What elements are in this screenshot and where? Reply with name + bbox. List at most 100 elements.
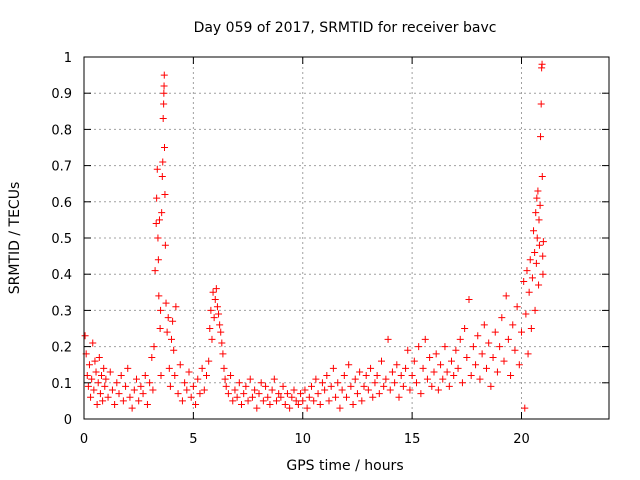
data-point [500, 357, 508, 365]
data-point [487, 382, 495, 390]
data-point [153, 194, 161, 202]
data-point [356, 368, 364, 376]
data-point [369, 393, 377, 401]
data-point [391, 379, 399, 387]
data-point [122, 382, 130, 390]
data-point [421, 335, 429, 343]
data-point [491, 328, 499, 336]
data-point [244, 397, 252, 405]
data-point [388, 368, 396, 376]
y-tick-label: 0.6 [51, 196, 72, 211]
data-point [483, 364, 490, 372]
data-point [520, 277, 528, 285]
data-point [292, 397, 300, 405]
data-point [353, 390, 361, 398]
data-point [210, 314, 218, 322]
data-point [511, 346, 519, 354]
data-point [360, 382, 368, 390]
data-point [217, 328, 225, 336]
data-point [93, 401, 101, 409]
data-point [532, 209, 540, 217]
data-point [474, 332, 482, 340]
data-point [419, 364, 427, 372]
data-point [452, 346, 460, 354]
data-point [338, 386, 346, 394]
data-point [115, 390, 123, 398]
points-layer [81, 60, 547, 412]
data-point [154, 234, 162, 242]
data-point [525, 288, 533, 296]
data-point [406, 386, 414, 394]
data-point [399, 382, 407, 390]
data-point [521, 404, 529, 412]
data-point [219, 350, 227, 358]
data-point [168, 335, 175, 343]
data-point [171, 372, 179, 380]
data-point [321, 386, 329, 394]
data-point [524, 350, 532, 358]
data-point [523, 267, 531, 275]
data-point [198, 364, 206, 372]
data-point [124, 364, 132, 372]
data-point [297, 390, 305, 398]
data-point [467, 372, 475, 380]
data-point [163, 328, 171, 336]
data-point [255, 390, 263, 398]
data-point [89, 339, 97, 347]
data-point [87, 393, 95, 401]
data-point [178, 397, 186, 405]
data-point [212, 285, 220, 293]
data-point [165, 364, 173, 372]
data-point [493, 368, 501, 376]
data-point [187, 393, 195, 401]
data-point [332, 393, 340, 401]
data-point [441, 343, 449, 351]
data-point [99, 397, 107, 405]
data-point [347, 382, 355, 390]
x-tick-label: 10 [294, 432, 311, 447]
data-point [160, 100, 168, 108]
data-point [194, 375, 202, 383]
data-point [170, 346, 178, 354]
data-point [152, 220, 160, 228]
data-point [229, 397, 237, 405]
data-point [384, 335, 392, 343]
data-point [207, 306, 215, 314]
data-point [432, 350, 440, 358]
data-point [469, 343, 477, 351]
data-point [259, 397, 267, 405]
data-point [428, 382, 436, 390]
data-point [172, 303, 180, 311]
data-point [257, 379, 265, 387]
data-point [316, 401, 324, 409]
data-point [535, 216, 543, 224]
data-point [135, 397, 143, 405]
data-point [235, 379, 243, 387]
data-point [423, 375, 431, 383]
data-point [151, 267, 159, 275]
data-point [458, 379, 466, 387]
data-point [157, 372, 165, 380]
data-point [102, 375, 110, 383]
data-point [367, 364, 375, 372]
data-point [266, 401, 274, 409]
data-point [395, 393, 403, 401]
data-point [279, 382, 287, 390]
data-point [530, 227, 538, 235]
data-point [84, 382, 92, 390]
data-point [439, 375, 447, 383]
data-point [443, 368, 451, 376]
data-point [329, 364, 337, 372]
data-point [303, 404, 311, 412]
data-point [504, 335, 512, 343]
data-point [126, 393, 134, 401]
data-point [150, 343, 158, 351]
data-point [294, 401, 302, 409]
data-point [534, 187, 542, 195]
data-point [533, 194, 541, 202]
data-point [314, 390, 322, 398]
data-point [518, 328, 525, 336]
data-point [437, 361, 445, 369]
data-point [211, 296, 219, 304]
